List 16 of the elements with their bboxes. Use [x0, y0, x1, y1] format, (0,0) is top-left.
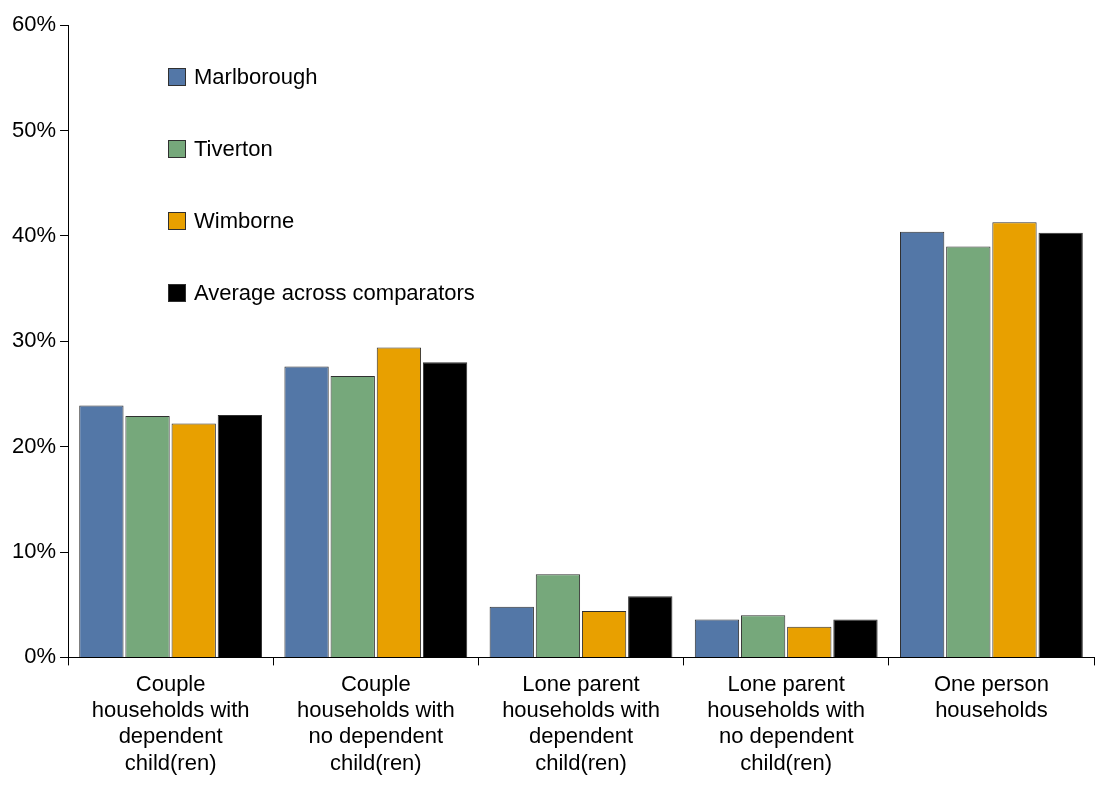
x-tick-label: Lone parent households with dependent child(ren) — [502, 670, 660, 775]
x-tick-label: One person households — [933, 670, 1049, 723]
legend-label: Wimborne — [194, 207, 295, 235]
x-tick-label: Couple households with dependent child(ren) — [91, 670, 250, 775]
y-tick-label: 40% — [11, 222, 57, 247]
x-tick-label: Lone parent households with no dependent child(ren) — [707, 670, 866, 775]
legend-label: Average across comparators — [194, 279, 475, 307]
y-tick-label: 50% — [11, 116, 57, 142]
legend-label: Marlborough — [194, 63, 318, 91]
y-tick-label: 10% — [11, 538, 57, 564]
legend-label: Tiverton — [194, 135, 273, 163]
x-tick-label: Couple households with no dependent child(ren) — [296, 670, 455, 775]
y-tick-label: 30% — [11, 327, 57, 353]
y-tick-label: 60% — [11, 11, 57, 37]
y-tick-label: 0% — [24, 643, 57, 669]
y-tick-label: 20% — [11, 432, 57, 458]
